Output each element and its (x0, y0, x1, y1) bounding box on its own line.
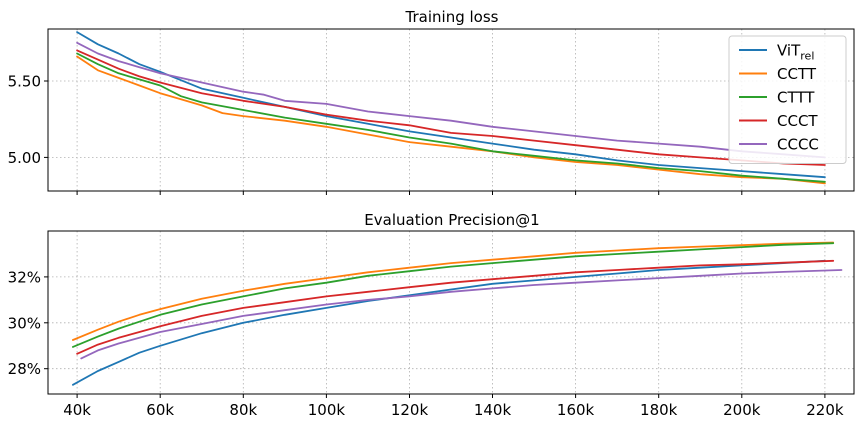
x-tick-label: 220k (806, 401, 844, 419)
training-loss-panel: Training loss 5.005.50 ViTrelCCTTCTTTCCC… (8, 8, 855, 195)
legend-label-cttt: CTTT (777, 89, 815, 107)
series-lines (72, 241, 843, 386)
legend-label-cccc: CCCC (777, 136, 819, 154)
gridlines (48, 231, 854, 394)
plot-frame (47, 230, 855, 395)
series-line-cttt (76, 52, 826, 183)
x-tick-label: 140k (474, 401, 512, 419)
y-tick-label: 5.50 (8, 73, 41, 91)
series-line-ccct (76, 259, 835, 355)
x-tick-label: 40k (63, 401, 91, 419)
legend-box (728, 35, 847, 164)
axis-ticks: 5.00 5.50 (8, 73, 826, 195)
y-tick-label: 32% (8, 268, 41, 286)
x-tick-label: 160k (557, 401, 595, 419)
legend-label-cctt: CCTT (777, 65, 817, 83)
x-tick-label: 180k (640, 401, 678, 419)
series-line-cccc (76, 41, 826, 159)
y-tick-label: 28% (8, 360, 41, 378)
plot-frame (47, 28, 855, 192)
x-tick-label: 200k (723, 401, 761, 419)
chart-title: Evaluation Precision@1 (364, 211, 539, 229)
evaluation-precision-panel: Evaluation Precision@1 40k 60k 80k 100k 120k… (8, 211, 855, 419)
series-line-cttt (72, 242, 835, 348)
y-tick-label: 30% (8, 314, 41, 332)
x-tick-label: 100k (308, 401, 346, 419)
axis-ticks: 40k 60k 80k 100k 120k 140k 160k 180k 200k 220k 28%… (8, 268, 844, 419)
series-lines (76, 31, 826, 185)
legend-label-subscript: rel (800, 50, 814, 63)
x-tick-label: 80k (229, 401, 257, 419)
series-line-ccct (76, 49, 826, 166)
series-line-cccc (80, 269, 843, 360)
series-line-vitrel (76, 31, 826, 179)
y-tick-label: 5.00 (8, 149, 41, 167)
x-tick-label: 120k (391, 401, 429, 419)
chart-title: Training loss (405, 8, 499, 26)
series-line-vitrel (72, 259, 826, 386)
series-line-cctt (72, 241, 835, 341)
x-tick-label: 60k (146, 401, 174, 419)
legend-label-ccct: CCCT (777, 112, 818, 130)
series-line-cctt (76, 55, 826, 185)
